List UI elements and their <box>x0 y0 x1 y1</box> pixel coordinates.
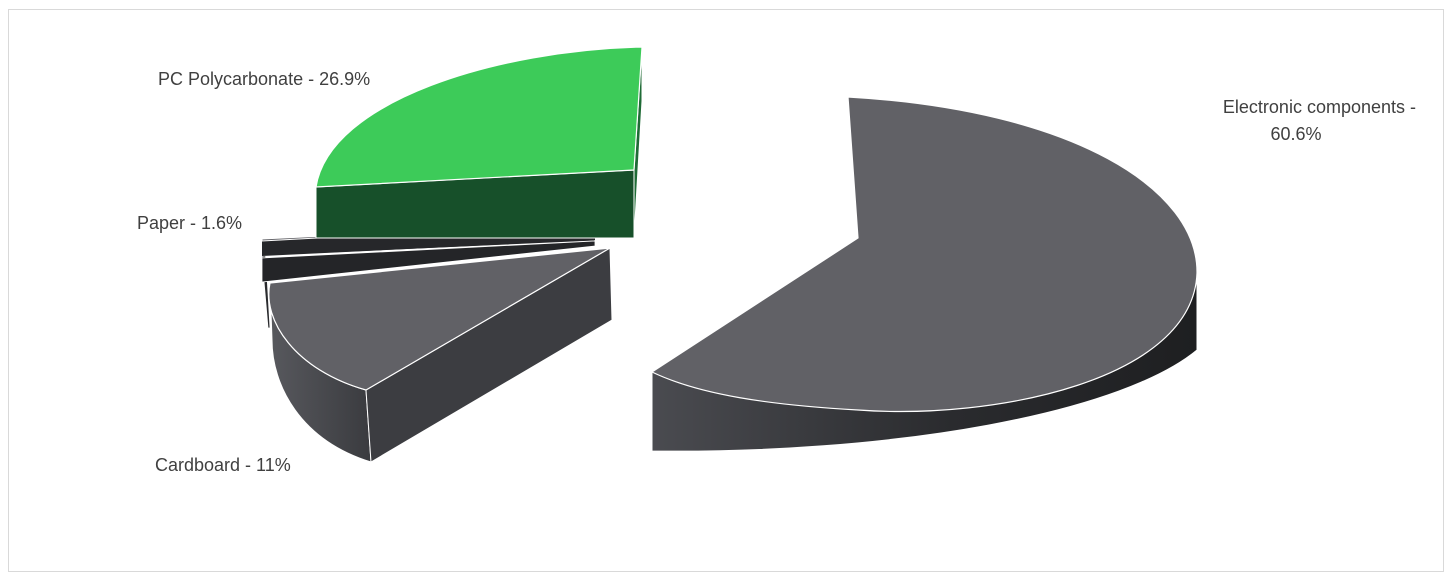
label-pc-polycarbonate: PC Polycarbonate - 26.9% <box>158 69 370 89</box>
label-electronic-components-line2: 60.6% <box>1270 124 1321 144</box>
slice-paper-front-edge <box>261 240 596 283</box>
chart-frame <box>8 9 1444 572</box>
slice-pc-polycarbonate-top <box>315 46 643 188</box>
slice-pc-polycarbonate <box>315 46 643 239</box>
label-electronic-components-line1: Electronic components - <box>1223 97 1416 117</box>
slice-electronic-components-top <box>650 96 1198 413</box>
slice-cardboard-top <box>268 247 611 391</box>
slice-electronic-components <box>650 96 1198 452</box>
label-cardboard: Cardboard - 11% <box>155 455 291 475</box>
slice-cardboard <box>268 247 613 463</box>
label-paper: Paper - 1.6% <box>137 213 242 233</box>
